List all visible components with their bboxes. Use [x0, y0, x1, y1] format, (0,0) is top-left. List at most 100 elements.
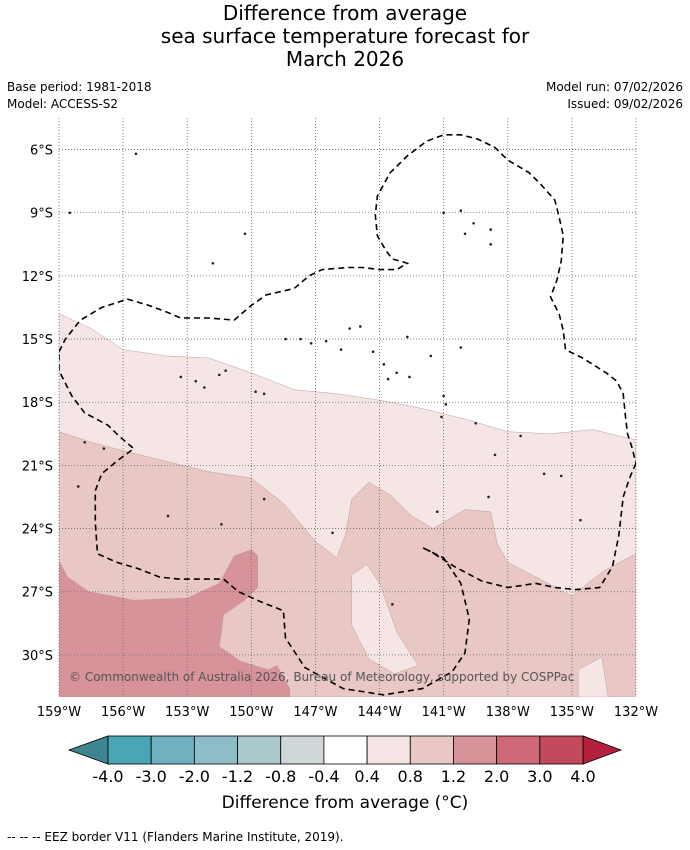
island-marker — [309, 341, 313, 345]
y-axis-ticks: 6°S 9°S 12°S 15°S 18°S 21°S 24°S 27°S 30°S — [22, 144, 53, 664]
island-marker — [83, 440, 86, 444]
island-marker — [395, 371, 398, 375]
colorbar-segment — [323, 735, 368, 765]
y-tick-label: 30°S — [22, 649, 53, 664]
island-marker — [406, 335, 409, 339]
title-line-3: March 2026 — [285, 47, 405, 71]
island-marker — [442, 394, 445, 398]
colorbar-segment — [453, 735, 498, 765]
island-marker — [463, 232, 467, 236]
island-marker — [339, 348, 343, 351]
island-marker — [472, 221, 475, 225]
x-axis-ticks: 159°W 156°W 153°W 150°W 147°W 144°W 141°W 138°W… — [37, 705, 658, 720]
island-marker — [224, 369, 227, 372]
island-marker — [459, 346, 463, 349]
eez-border — [59, 134, 636, 696]
island-marker — [408, 375, 411, 379]
island-marker — [324, 339, 328, 343]
y-tick-label: 21°S — [22, 459, 53, 474]
anomaly-regions — [59, 118, 636, 697]
eez-footnote: -- -- -- EEZ border V11 (Flanders Marine… — [7, 830, 344, 844]
copyright-notice: © Commonwealth of Australia 2026, Bureau… — [69, 670, 574, 684]
island-marker — [442, 211, 445, 215]
base-period-label: Base period: 1981-2018 — [7, 80, 152, 94]
island-marker — [203, 386, 206, 389]
x-tick-label: 159°W — [37, 705, 81, 720]
x-tick-label: 144°W — [357, 705, 401, 720]
colorbar-tick-label: 2.0 — [484, 767, 509, 786]
colorbar-tick-label: 0.8 — [398, 767, 423, 786]
y-tick-label: 27°S — [22, 586, 53, 601]
colorbar-segment — [280, 735, 325, 765]
island-marker — [382, 363, 386, 366]
issued-label: Issued: 09/02/2026 — [567, 97, 683, 111]
island-marker — [519, 434, 522, 438]
island-marker — [179, 375, 183, 379]
colorbar-segment — [193, 735, 238, 765]
x-tick-label: 138°W — [486, 705, 530, 720]
model-label: Model: ACCESS-S2 — [7, 97, 119, 111]
island-marker — [371, 350, 375, 354]
island-marker — [76, 485, 80, 488]
islands — [68, 152, 582, 606]
island-marker — [254, 390, 257, 394]
island-marker — [331, 531, 334, 535]
island-marker — [299, 337, 302, 341]
island-marker — [348, 327, 351, 330]
island-marker — [102, 447, 106, 450]
colorbar-segment — [366, 735, 411, 765]
island-marker — [134, 152, 138, 156]
meta-right: Model run: 07/02/2026 Issued: 09/02/2026 — [546, 79, 683, 113]
colorbar-segment — [496, 735, 541, 765]
colorbar-tick-label: 0.4 — [354, 767, 379, 786]
colorbar-tick-label: 1.2 — [441, 767, 466, 786]
island-marker — [284, 337, 287, 341]
colorbar-segment — [237, 735, 282, 765]
title-line-1: Difference from average — [222, 1, 468, 25]
colorbar-tick-label: -4.0 — [92, 767, 123, 786]
lat-lon-grid — [58, 118, 637, 697]
colorbar-extend-high — [582, 735, 623, 765]
colorbar-tick-label: -0.4 — [308, 767, 339, 786]
colorbar-label: Difference from average (°C) — [221, 793, 469, 813]
island-marker — [474, 421, 478, 425]
y-tick-label: 9°S — [30, 207, 53, 222]
island-marker — [542, 472, 546, 476]
island-marker — [194, 379, 198, 383]
island-marker — [444, 403, 448, 406]
colorbar-tick-label: -2.0 — [179, 767, 210, 786]
colorbar-tick-label: 4.0 — [570, 767, 595, 786]
y-tick-label: 12°S — [22, 270, 53, 285]
island-marker — [386, 377, 390, 381]
x-tick-label: 153°W — [165, 705, 209, 720]
island-marker — [359, 325, 362, 328]
x-tick-label: 156°W — [101, 705, 145, 720]
x-tick-label: 135°W — [550, 705, 594, 720]
colorbar-tick-label: 3.0 — [527, 767, 552, 786]
island-marker — [262, 497, 266, 501]
colorbar-segment — [409, 735, 454, 765]
colorbar-tick-label: -1.2 — [222, 767, 253, 786]
island-marker — [489, 243, 492, 246]
colorbar-tick-label: -0.8 — [265, 767, 296, 786]
chart-title: Difference from average sea surface temp… — [0, 2, 690, 71]
colorbar-segment — [539, 735, 584, 765]
y-tick-label: 18°S — [22, 396, 53, 411]
meta-left: Base period: 1981-2018 Model: ACCESS-S2 — [7, 79, 152, 113]
island-marker — [435, 510, 439, 514]
x-tick-label: 132°W — [614, 705, 658, 720]
island-marker — [166, 514, 170, 518]
island-marker — [493, 453, 497, 457]
island-marker — [440, 415, 443, 419]
island-marker — [559, 474, 563, 478]
x-tick-label: 150°W — [229, 705, 273, 720]
eez-border-line — [59, 351, 636, 696]
colorbar-segment — [150, 735, 195, 765]
colorbar-tick-label: -3.0 — [136, 767, 167, 786]
island-marker — [429, 354, 433, 358]
island-marker — [220, 523, 223, 526]
x-tick-label: 141°W — [422, 705, 466, 720]
colorbar-segment — [107, 735, 152, 765]
island-marker — [262, 392, 266, 396]
y-tick-label: 24°S — [22, 523, 53, 538]
